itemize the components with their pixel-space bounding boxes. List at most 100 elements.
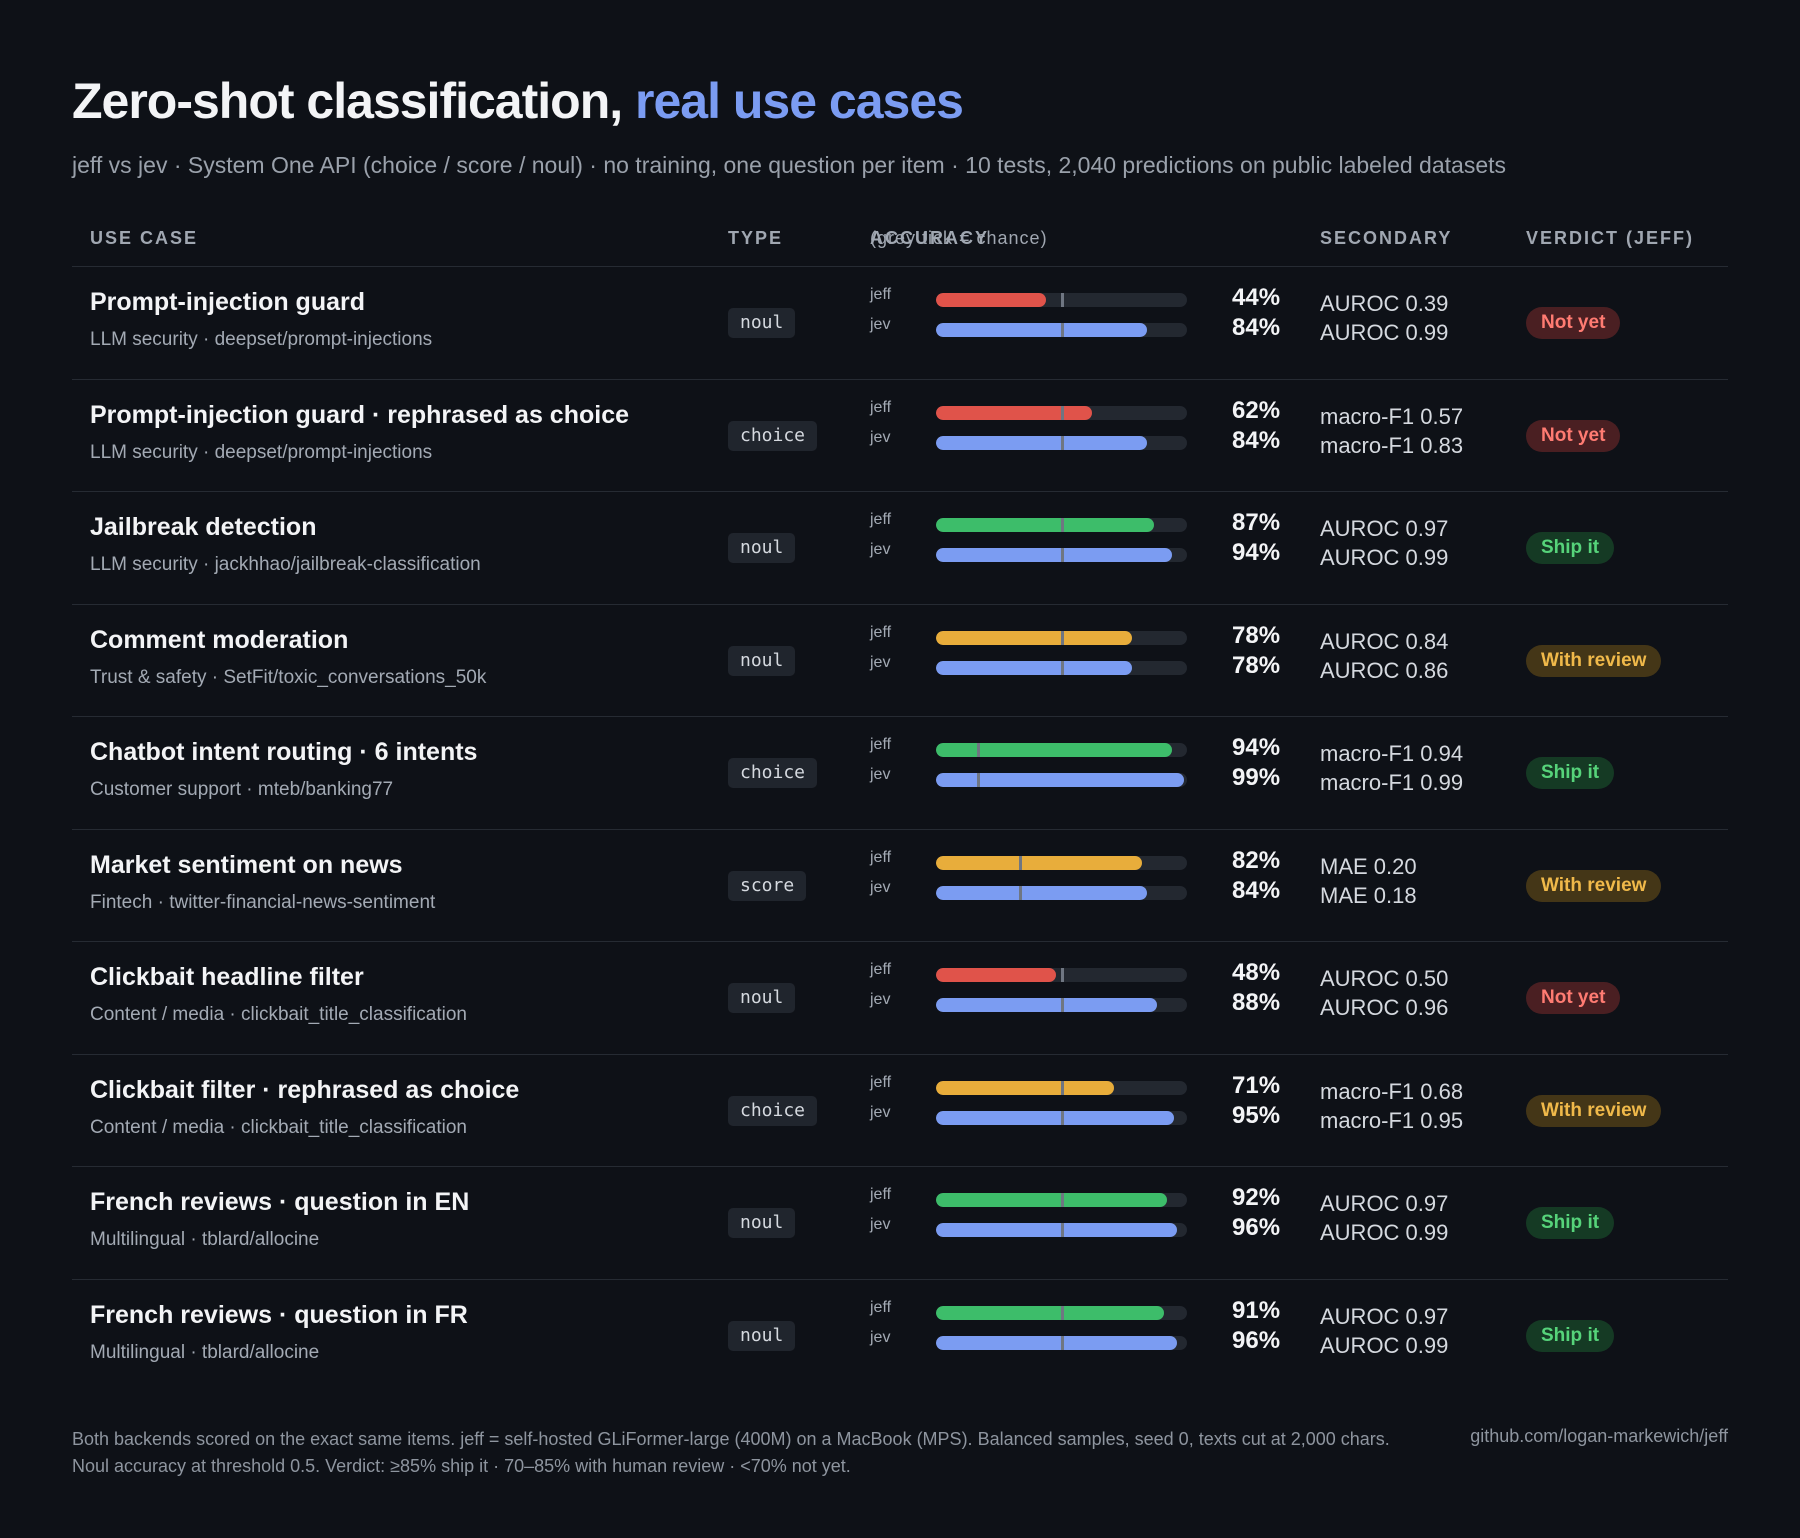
jeff-bar [936, 1080, 1115, 1095]
divider [72, 829, 1728, 830]
title-main: Zero-shot classification, [72, 73, 623, 129]
header-secondary: SECONDARY [1320, 228, 1453, 248]
use-case-name: French reviews · question in FR [90, 1300, 468, 1329]
jev-bar [936, 773, 1185, 787]
jeff-bar [936, 630, 1132, 645]
jeff-bar-track [936, 293, 1187, 307]
jev-secondary-metric: AUROC 0.99 [1320, 545, 1449, 570]
jeff-secondary-metric: AUROC 0.50 [1320, 966, 1449, 991]
jev-accuracy-value: 99% [1232, 764, 1281, 791]
chance-tick [1060, 1080, 1064, 1095]
header-use-case: USE CASE [90, 228, 199, 248]
chance-tick [1060, 1110, 1064, 1125]
jeff-accuracy-value: 48% [1232, 959, 1281, 986]
jev-label: jev [870, 653, 891, 671]
table-row: Comment moderation Trust & safety · SetFi… [72, 604, 1728, 716]
use-case-meta: LLM security · deepset/prompt-injections [90, 441, 433, 463]
jeff-accuracy-value: 62% [1232, 396, 1281, 424]
jev-bar [936, 1110, 1175, 1125]
jeff-bar [936, 1193, 1167, 1207]
jev-bar-track [936, 885, 1187, 900]
footer-note: Both backends scored on the exact same i… [72, 1429, 1390, 1476]
jeff-secondary-metric: macro-F1 0.57 [1320, 403, 1464, 429]
jev-label: jev [870, 428, 891, 446]
divider [72, 716, 1728, 717]
type-badge: noul [728, 983, 796, 1013]
jev-secondary-metric: AUROC 0.96 [1320, 995, 1449, 1020]
jev-accuracy-value: 84% [1232, 426, 1281, 454]
jeff-bar [936, 293, 1047, 307]
use-case-meta: Customer support · mteb/banking77 [90, 779, 394, 800]
jev-bar [936, 1223, 1177, 1237]
jeff-bar [936, 855, 1142, 870]
divider [72, 491, 1728, 492]
page-subtitle: jeff vs jev · System One API (choice / s… [72, 152, 1507, 178]
use-case-name: Clickbait headline filter [90, 963, 364, 991]
type-badge: noul [728, 1320, 796, 1351]
jev-secondary-metric: MAE 0.18 [1320, 882, 1417, 908]
jeff-bar-track [936, 1080, 1187, 1095]
type-badge: choice [728, 1095, 818, 1126]
use-case-meta: Multilingual · tblard/allocine [90, 1229, 320, 1250]
jeff-bar-track [936, 968, 1187, 982]
jeff-accuracy-value: 71% [1232, 1071, 1281, 1099]
jev-label: jev [870, 1103, 891, 1121]
footer-link[interactable]: github.com/logan-markewich/jeff [1470, 1426, 1728, 1446]
type-badge: noul [728, 533, 796, 563]
jev-label: jev [870, 1216, 891, 1233]
jeff-label: jeff [870, 1186, 892, 1203]
jeff-secondary-metric: AUROC 0.97 [1320, 1191, 1449, 1216]
jev-accuracy-value: 94% [1232, 539, 1281, 566]
use-case-name: Comment moderation [90, 625, 349, 654]
chance-tick [976, 743, 980, 757]
use-case-name: Chatbot intent routing · 6 intents [90, 738, 478, 766]
jeff-label: jeff [870, 623, 892, 641]
jev-bar-track [936, 548, 1187, 562]
type-badge: choice [728, 758, 818, 788]
jeff-label: jeff [870, 848, 892, 866]
jeff-bar-track [936, 743, 1187, 757]
use-case-name: French reviews · question in EN [90, 1188, 470, 1216]
chance-tick [1060, 998, 1064, 1012]
jeff-bar [936, 1305, 1165, 1320]
chance-tick [1060, 1193, 1064, 1207]
table-header: USE CASE TYPE ACCURACY (grey tick = chan… [72, 228, 1728, 266]
jev-bar [936, 323, 1147, 337]
jev-bar [936, 1335, 1177, 1350]
jev-accuracy-value: 78% [1232, 651, 1281, 679]
verdict-badge: Ship it [1526, 1207, 1615, 1239]
use-case-meta: Fintech · twitter-financial-news-sentime… [90, 891, 436, 913]
verdict-badge: Ship it [1526, 1319, 1615, 1352]
jev-bar-track [936, 435, 1187, 450]
jev-bar-track [936, 998, 1187, 1012]
jeff-accuracy-value: 92% [1232, 1184, 1281, 1211]
chance-tick [1060, 968, 1064, 982]
jeff-bar-track [936, 855, 1187, 870]
jeff-label: jeff [870, 286, 892, 303]
jeff-bar-track [936, 1193, 1187, 1207]
chance-tick [1060, 518, 1064, 532]
jev-bar-track [936, 660, 1187, 675]
divider [72, 941, 1728, 942]
jeff-bar-track [936, 518, 1187, 532]
jev-bar [936, 998, 1157, 1012]
header-accuracy-note: (grey tick = chance) [870, 228, 1048, 248]
jeff-accuracy-value: 87% [1232, 509, 1281, 536]
jeff-secondary-metric: AUROC 0.39 [1320, 291, 1449, 316]
chance-tick [1060, 435, 1064, 450]
jev-bar [936, 660, 1132, 675]
jev-secondary-metric: AUROC 0.99 [1320, 1220, 1449, 1245]
header-accuracy-label: ACCURACY [870, 228, 989, 248]
jev-accuracy-value: 96% [1232, 1214, 1281, 1241]
jeff-secondary-metric: macro-F1 0.68 [1320, 1078, 1464, 1104]
jev-bar [936, 885, 1147, 900]
jeff-secondary-metric: AUROC 0.97 [1320, 516, 1449, 541]
type-badge: noul [728, 308, 796, 338]
jeff-label: jeff [870, 961, 892, 978]
verdict-badge: With review [1526, 1094, 1662, 1127]
jeff-bar [936, 405, 1092, 420]
jeff-secondary-metric: macro-F1 0.94 [1320, 741, 1464, 766]
chance-tick [1018, 855, 1022, 870]
jeff-bar [936, 968, 1057, 982]
